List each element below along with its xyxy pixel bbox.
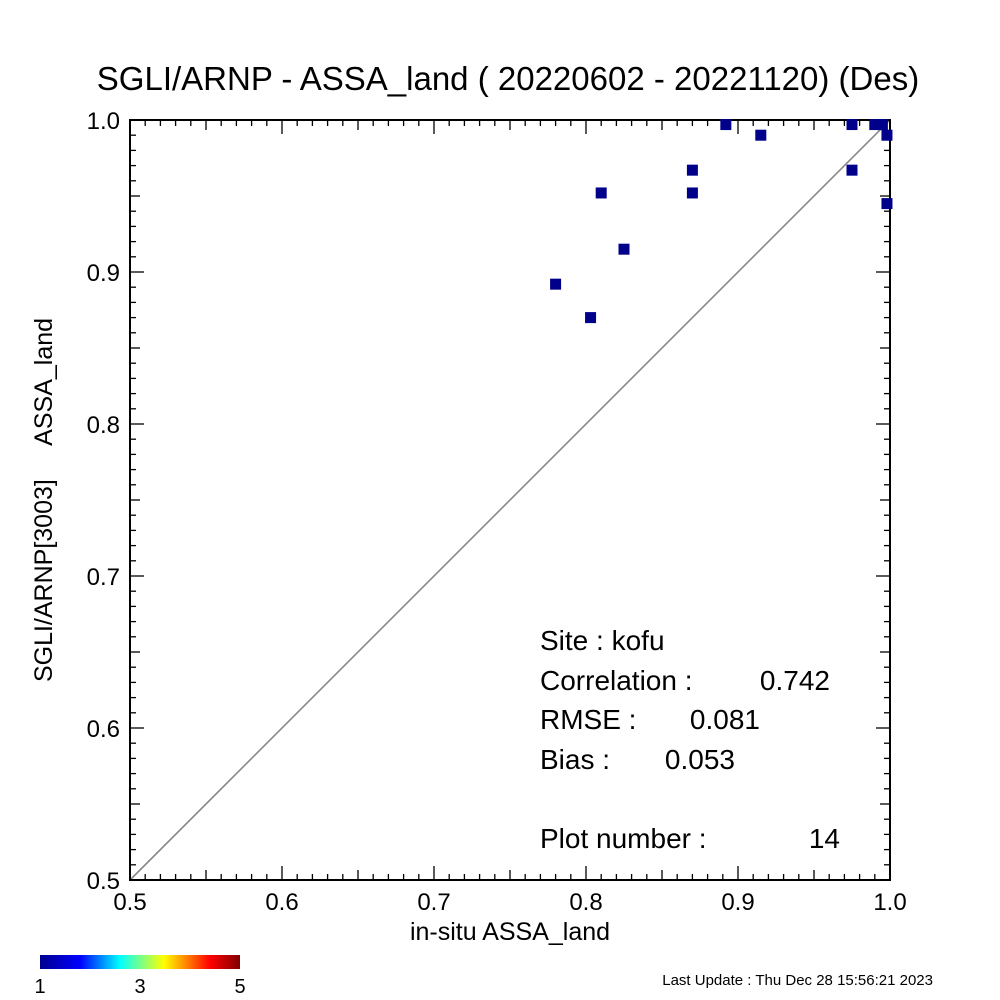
y-axis-label: SGLI/ARNP[3003] ASSA_land	[30, 318, 58, 682]
y-tick-label: 1.0	[87, 108, 120, 135]
data-point	[550, 278, 562, 290]
data-point	[881, 129, 893, 141]
rmse-label: RMSE :	[540, 704, 636, 735]
data-point	[869, 119, 881, 131]
colorbar-label-max: 5	[234, 976, 245, 998]
plot-number-label: Plot number :	[540, 823, 707, 854]
x-tick-label: 0.8	[569, 889, 602, 916]
data-points	[550, 119, 893, 324]
y-tick-label: 0.7	[87, 564, 120, 591]
colorbar-gradient	[40, 955, 240, 969]
colorbar: 1 3 5	[34, 955, 246, 998]
site-text: Site : kofu	[540, 625, 665, 656]
plot-frame	[129, 119, 891, 881]
identity-line	[129, 119, 891, 881]
x-axis-label: in-situ ASSA_land	[410, 918, 610, 946]
bias-label: Bias :	[540, 744, 610, 775]
plot-number-value: 14	[809, 823, 840, 854]
colorbar-label-mid: 3	[134, 976, 145, 998]
data-point	[720, 119, 732, 131]
last-update-text: Last Update : Thu Dec 28 15:56:21 2023	[662, 972, 933, 989]
correlation-value: 0.742	[760, 665, 830, 696]
x-tick-label: 0.9	[721, 889, 754, 916]
data-point	[846, 119, 858, 131]
data-point	[618, 243, 630, 255]
rmse-value: 0.081	[690, 704, 760, 735]
x-tick-label: 0.6	[265, 889, 298, 916]
y-tick-label: 0.5	[87, 868, 120, 895]
y-tick-labels: 0.5 0.6 0.7 0.8 0.9 1.0	[87, 108, 120, 895]
x-tick-labels: 0.5 0.6 0.7 0.8 0.9 1.0	[113, 889, 906, 916]
colorbar-label-min: 1	[34, 976, 45, 998]
data-point	[881, 198, 893, 210]
y-tick-label: 0.9	[87, 260, 120, 287]
correlation-label: Correlation :	[540, 665, 693, 696]
x-tick-label: 0.5	[113, 889, 146, 916]
y-tick-label: 0.8	[87, 412, 120, 439]
data-point	[686, 187, 698, 199]
data-point	[755, 129, 767, 141]
y-tick-label: 0.6	[87, 716, 120, 743]
x-tick-label: 1.0	[873, 889, 906, 916]
x-tick-label: 0.7	[417, 889, 450, 916]
data-point	[876, 119, 888, 131]
data-point	[686, 164, 698, 176]
bias-value: 0.053	[665, 744, 735, 775]
stats-box: Site : kofu Correlation : 0.742 RMSE : 0…	[540, 625, 840, 854]
chart-title: SGLI/ARNP - ASSA_land ( 20220602 - 20221…	[97, 60, 919, 97]
data-point	[585, 312, 597, 324]
data-point	[595, 187, 607, 199]
data-point	[846, 164, 858, 176]
